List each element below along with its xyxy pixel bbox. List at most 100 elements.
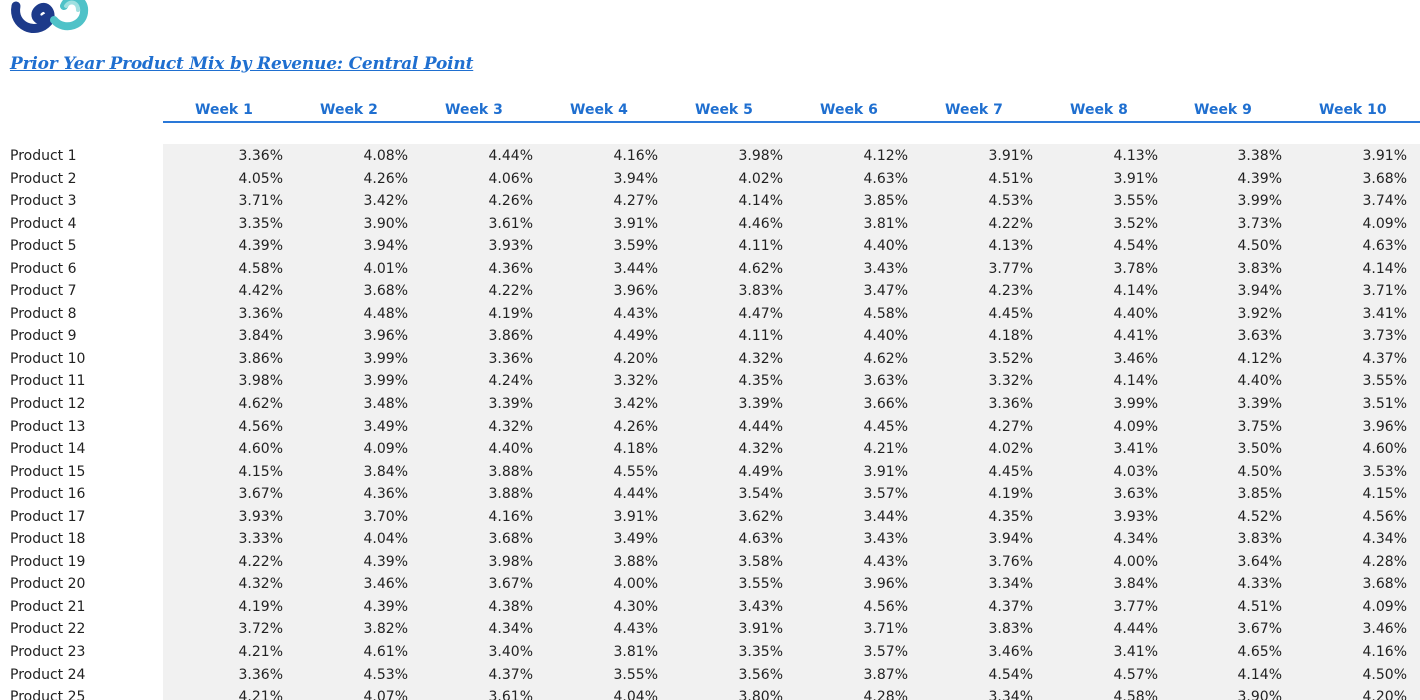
table-cell[interactable]: 4.47% bbox=[738, 305, 783, 322]
table-cell[interactable]: 4.63% bbox=[863, 170, 908, 187]
table-cell[interactable]: 3.63% bbox=[1237, 328, 1282, 345]
table-cell[interactable]: 4.49% bbox=[613, 328, 658, 345]
table-cell[interactable]: 3.96% bbox=[363, 328, 408, 345]
table-cell[interactable]: 4.20% bbox=[613, 350, 658, 367]
table-cell[interactable]: 3.85% bbox=[1237, 486, 1282, 503]
table-cell[interactable]: 4.08% bbox=[363, 148, 408, 164]
table-cell[interactable]: 3.68% bbox=[363, 283, 408, 300]
table-cell[interactable]: 4.09% bbox=[363, 441, 408, 458]
table-cell[interactable]: 3.71% bbox=[863, 621, 908, 638]
table-cell[interactable]: 3.53% bbox=[1362, 463, 1407, 480]
table-cell[interactable]: 3.83% bbox=[1237, 260, 1282, 277]
table-cell[interactable]: 4.13% bbox=[988, 238, 1033, 255]
table-cell[interactable]: 3.52% bbox=[1113, 215, 1158, 232]
table-cell[interactable]: 4.40% bbox=[863, 328, 908, 345]
table-cell[interactable]: 4.37% bbox=[1362, 350, 1407, 367]
table-cell[interactable]: 4.18% bbox=[613, 441, 658, 458]
table-cell[interactable]: 4.37% bbox=[488, 666, 533, 683]
table-cell[interactable]: 3.99% bbox=[363, 373, 408, 390]
table-cell[interactable]: 4.56% bbox=[1362, 508, 1407, 525]
table-cell[interactable]: 3.96% bbox=[863, 576, 908, 593]
table-cell[interactable]: 4.16% bbox=[613, 148, 658, 164]
table-cell[interactable]: 4.57% bbox=[1113, 666, 1158, 683]
table-cell[interactable]: 3.34% bbox=[988, 576, 1033, 593]
table-cell[interactable]: 4.40% bbox=[863, 238, 908, 255]
table-cell[interactable]: 4.09% bbox=[1362, 598, 1407, 615]
table-cell[interactable]: 4.50% bbox=[1362, 666, 1407, 683]
table-cell[interactable]: 4.45% bbox=[988, 463, 1033, 480]
table-cell[interactable]: 3.67% bbox=[238, 486, 283, 503]
table-cell[interactable]: 4.34% bbox=[1362, 531, 1407, 548]
table-cell[interactable]: 4.34% bbox=[488, 621, 533, 638]
table-cell[interactable]: 4.14% bbox=[1362, 260, 1407, 277]
table-cell[interactable]: 4.62% bbox=[238, 396, 283, 413]
table-cell[interactable]: 4.13% bbox=[1113, 148, 1158, 164]
table-cell[interactable]: 4.50% bbox=[1237, 238, 1282, 255]
table-cell[interactable]: 4.12% bbox=[863, 148, 908, 164]
table-cell[interactable]: 3.66% bbox=[863, 396, 908, 413]
table-cell[interactable]: 3.85% bbox=[863, 193, 908, 210]
table-cell[interactable]: 3.91% bbox=[1113, 170, 1158, 187]
table-cell[interactable]: 4.35% bbox=[988, 508, 1033, 525]
table-cell[interactable]: 3.74% bbox=[1362, 193, 1407, 210]
table-cell[interactable]: 3.91% bbox=[863, 463, 908, 480]
table-cell[interactable]: 3.58% bbox=[738, 553, 783, 570]
table-cell[interactable]: 3.48% bbox=[363, 396, 408, 413]
table-cell[interactable]: 4.51% bbox=[988, 170, 1033, 187]
table-cell[interactable]: 4.07% bbox=[363, 689, 408, 700]
table-cell[interactable]: 4.16% bbox=[1362, 644, 1407, 661]
table-cell[interactable]: 4.19% bbox=[488, 305, 533, 322]
table-cell[interactable]: 3.91% bbox=[1362, 148, 1407, 164]
table-cell[interactable]: 3.62% bbox=[738, 508, 783, 525]
table-cell[interactable]: 4.15% bbox=[1362, 486, 1407, 503]
table-cell[interactable]: 3.51% bbox=[1362, 396, 1407, 413]
table-cell[interactable]: 3.67% bbox=[488, 576, 533, 593]
table-cell[interactable]: 3.96% bbox=[613, 283, 658, 300]
table-cell[interactable]: 3.71% bbox=[238, 193, 283, 210]
table-cell[interactable]: 4.28% bbox=[863, 689, 908, 700]
table-cell[interactable]: 3.50% bbox=[1237, 441, 1282, 458]
table-cell[interactable]: 3.84% bbox=[238, 328, 283, 345]
table-cell[interactable]: 4.11% bbox=[738, 328, 783, 345]
table-cell[interactable]: 3.57% bbox=[863, 486, 908, 503]
table-cell[interactable]: 3.36% bbox=[488, 350, 533, 367]
table-cell[interactable]: 3.91% bbox=[738, 621, 783, 638]
table-cell[interactable]: 3.93% bbox=[238, 508, 283, 525]
table-cell[interactable]: 4.43% bbox=[613, 305, 658, 322]
table-cell[interactable]: 3.39% bbox=[1237, 396, 1282, 413]
table-cell[interactable]: 4.48% bbox=[363, 305, 408, 322]
table-cell[interactable]: 4.39% bbox=[363, 598, 408, 615]
table-cell[interactable]: 4.28% bbox=[1362, 553, 1407, 570]
table-cell[interactable]: 3.46% bbox=[1113, 350, 1158, 367]
table-cell[interactable]: 4.55% bbox=[613, 463, 658, 480]
table-cell[interactable]: 3.90% bbox=[1237, 689, 1282, 700]
table-cell[interactable]: 3.46% bbox=[988, 644, 1033, 661]
table-cell[interactable]: 3.54% bbox=[738, 486, 783, 503]
table-cell[interactable]: 4.44% bbox=[613, 486, 658, 503]
table-cell[interactable]: 4.44% bbox=[738, 418, 783, 435]
table-cell[interactable]: 4.16% bbox=[488, 508, 533, 525]
table-cell[interactable]: 3.83% bbox=[1237, 531, 1282, 548]
table-cell[interactable]: 3.94% bbox=[613, 170, 658, 187]
table-cell[interactable]: 4.39% bbox=[238, 238, 283, 255]
table-cell[interactable]: 3.46% bbox=[1362, 621, 1407, 638]
table-cell[interactable]: 4.44% bbox=[1113, 621, 1158, 638]
table-cell[interactable]: 4.09% bbox=[1362, 215, 1407, 232]
table-cell[interactable]: 4.01% bbox=[363, 260, 408, 277]
table-cell[interactable]: 4.20% bbox=[1362, 689, 1407, 700]
table-cell[interactable]: 3.61% bbox=[488, 689, 533, 700]
table-cell[interactable]: 4.19% bbox=[988, 486, 1033, 503]
table-cell[interactable]: 3.52% bbox=[988, 350, 1033, 367]
table-cell[interactable]: 3.98% bbox=[488, 553, 533, 570]
table-cell[interactable]: 4.35% bbox=[738, 373, 783, 390]
table-cell[interactable]: 4.22% bbox=[988, 215, 1033, 232]
table-cell[interactable]: 4.22% bbox=[238, 553, 283, 570]
table-cell[interactable]: 4.33% bbox=[1237, 576, 1282, 593]
table-cell[interactable]: 4.05% bbox=[238, 170, 283, 187]
table-cell[interactable]: 3.39% bbox=[488, 396, 533, 413]
table-cell[interactable]: 3.67% bbox=[1237, 621, 1282, 638]
table-cell[interactable]: 3.44% bbox=[613, 260, 658, 277]
table-cell[interactable]: 4.21% bbox=[238, 689, 283, 700]
table-cell[interactable]: 3.86% bbox=[488, 328, 533, 345]
table-cell[interactable]: 4.11% bbox=[738, 238, 783, 255]
